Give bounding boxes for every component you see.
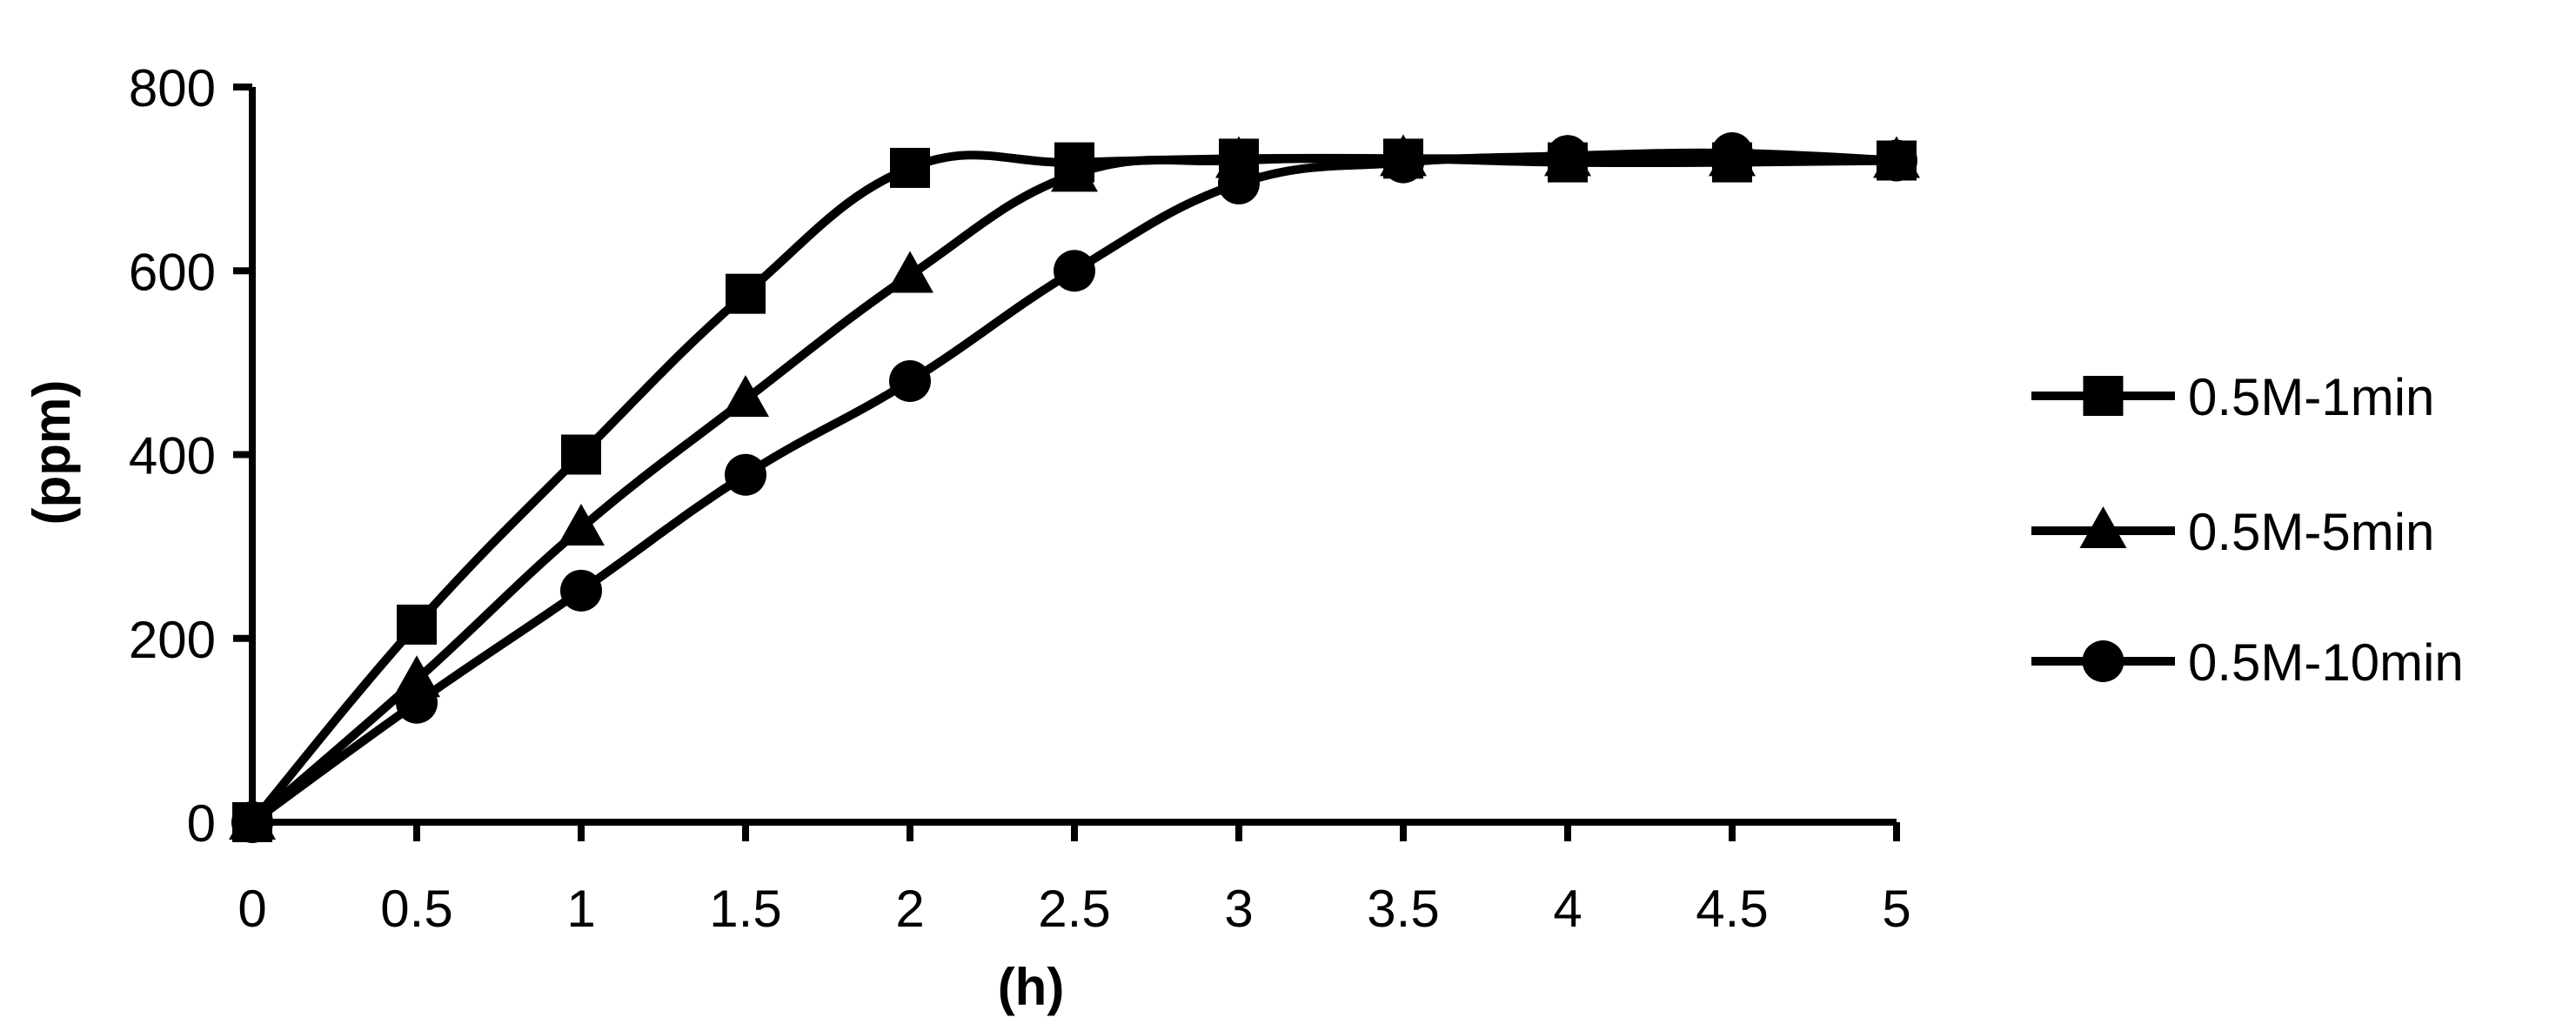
data-point-circle [725, 453, 766, 496]
data-point-circle [1382, 141, 1424, 184]
legend-item: 0.5M-10min [2031, 633, 2464, 692]
y-tick-label: 0 [187, 794, 216, 853]
series-markers [229, 132, 1920, 843]
y-axis-title: (ppm) [23, 380, 81, 526]
x-tick-label: 0.5 [380, 880, 452, 938]
x-tick-label: 3.5 [1367, 880, 1439, 938]
data-point-circle [889, 360, 931, 402]
legend-label: 0.5M-5min [2188, 503, 2434, 561]
data-point-square [397, 604, 437, 645]
x-tick-label: 4 [1553, 880, 1582, 938]
y-tick-label: 400 [129, 427, 216, 485]
series-line-circle [250, 148, 1897, 827]
x-tick-label: 1.5 [709, 880, 781, 938]
axes: 0 200 400 600 800 0 0.5 1 1.5 2 2.5 3 3.5 4 4.5 5 [129, 59, 1911, 938]
legend-marker-square [2083, 376, 2124, 416]
y-tick-label: 600 [129, 243, 216, 301]
x-tick-label: 2 [895, 880, 924, 938]
legend-label: 0.5M-1min [2188, 368, 2434, 426]
y-tick-label: 200 [129, 611, 216, 669]
x-tick-label: 2.5 [1038, 880, 1110, 938]
data-point-circle [1876, 139, 1917, 182]
series-lines [249, 148, 1897, 827]
x-tick-label: 5 [1882, 880, 1910, 938]
data-point-circle [1218, 162, 1260, 204]
legend-label: 0.5M-10min [2188, 633, 2464, 692]
data-point-triangle [1051, 150, 1098, 192]
legend-item: 0.5M-1min [2031, 368, 2434, 426]
x-axis-title: (h) [998, 958, 1065, 1016]
legend: 0.5M-1min 0.5M-5min 0.5M-10min [2031, 368, 2464, 692]
data-point-triangle [558, 504, 605, 546]
data-point-circle [1711, 132, 1753, 175]
x-tick-label: 3 [1224, 880, 1253, 938]
x-tick-label: 4.5 [1696, 880, 1768, 938]
data-point-square [561, 434, 601, 475]
data-point-square [726, 273, 766, 314]
x-tick-label: 0 [238, 880, 266, 938]
data-point-circle [1054, 250, 1095, 292]
data-point-circle [231, 801, 273, 843]
y-tick-label: 800 [129, 59, 216, 117]
legend-marker-triangle [2079, 506, 2127, 548]
data-point-triangle [722, 375, 769, 418]
legend-item: 0.5M-5min [2031, 503, 2434, 561]
data-point-circle [1547, 135, 1589, 177]
x-tick-label: 1 [566, 880, 595, 938]
data-point-square [890, 147, 930, 188]
data-point-triangle [887, 251, 933, 293]
legend-marker-circle [2082, 640, 2124, 682]
data-point-circle [396, 681, 438, 724]
data-point-circle [560, 569, 602, 612]
